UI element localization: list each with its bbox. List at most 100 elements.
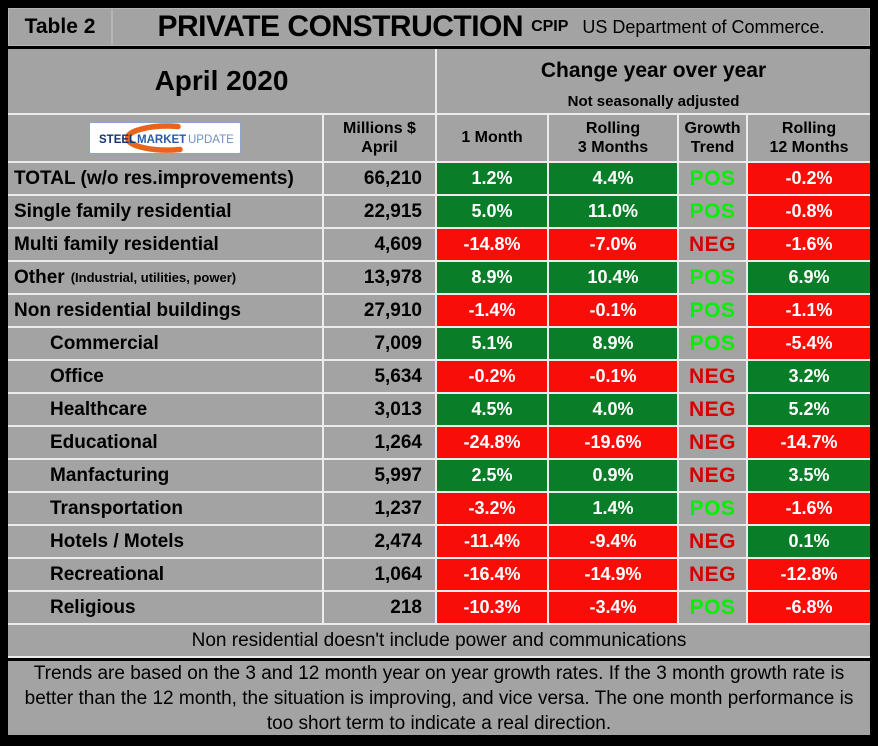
row-label: Other xyxy=(14,266,65,288)
row-label-cell: TOTAL (w/o res.improvements) xyxy=(8,163,322,194)
growth-trend-value: POS xyxy=(679,328,746,359)
row-label-cell: Multi family residential xyxy=(8,229,322,260)
table-row: Recreational 1,064 -16.4% -14.9% NEG -12.8% xyxy=(8,559,870,590)
table-row: Commercial 7,009 5.1% 8.9% POS -5.4% xyxy=(8,328,870,359)
pct-rolling-12: -12.8% xyxy=(748,559,870,590)
pct-rolling-3: -0.1% xyxy=(549,361,677,392)
growth-trend-value: POS xyxy=(679,295,746,326)
pct-rolling-12: 0.1% xyxy=(748,526,870,557)
col-rolling3-line1: Rolling xyxy=(585,119,641,137)
row-label: Transportation xyxy=(50,497,184,519)
row-label-cell: Office xyxy=(8,361,322,392)
logo-cell: STEEL MARKET UPDATE xyxy=(8,115,322,161)
pct-rolling-3: 4.0% xyxy=(549,394,677,425)
row-label-cell: Recreational xyxy=(8,559,322,590)
pct-rolling-3: -3.4% xyxy=(549,592,677,623)
growth-trend-value: NEG xyxy=(679,361,746,392)
col-header-growth-trend: Growth Trend xyxy=(679,115,746,161)
table-row: Non residential buildings 27,910 -1.4% -0.1… xyxy=(8,295,870,326)
growth-trend-value: NEG xyxy=(679,460,746,491)
pct-1-month: 1.2% xyxy=(437,163,547,194)
logo-swoosh-icon xyxy=(124,123,183,153)
row-label-cell: Religious xyxy=(8,592,322,623)
pct-rolling-12: 3.5% xyxy=(748,460,870,491)
table-row: TOTAL (w/o res.improvements) 66,210 1.2% 4.… xyxy=(8,163,870,194)
pct-rolling-12: -6.8% xyxy=(748,592,870,623)
smu-logo: STEEL MARKET UPDATE xyxy=(89,122,241,154)
logo-market-text: MARKET xyxy=(137,134,186,146)
col-growth-line2: Trend xyxy=(690,139,735,156)
table-row: Hotels / Motels 2,474 -11.4% -9.4% NEG 0.1% xyxy=(8,526,870,557)
report-title-cell: PRIVATE CONSTRUCTION CPIP US Department … xyxy=(113,9,869,45)
col-rolling3-line2: 3 Months xyxy=(577,139,649,156)
pct-1-month: 8.9% xyxy=(437,262,547,293)
footnote-row: Non residential doesn't include power an… xyxy=(8,625,870,656)
millions-value: 27,910 xyxy=(324,295,435,326)
col-millions-line2: April xyxy=(361,139,398,156)
pct-rolling-12: 6.9% xyxy=(748,262,870,293)
table-row: Healthcare 3,013 4.5% 4.0% NEG 5.2% xyxy=(8,394,870,425)
millions-value: 1,264 xyxy=(324,427,435,458)
pct-rolling-12: -0.2% xyxy=(748,163,870,194)
millions-value: 1,064 xyxy=(324,559,435,590)
pct-rolling-3: 11.0% xyxy=(549,196,677,227)
growth-trend-value: NEG xyxy=(679,394,746,425)
row-label: Commercial xyxy=(50,332,159,354)
table-row: Single family residential 22,915 5.0% 11.0%… xyxy=(8,196,870,227)
pct-1-month: 5.0% xyxy=(437,196,547,227)
pct-rolling-3: -9.4% xyxy=(549,526,677,557)
row-label: Recreational xyxy=(50,563,165,585)
row-label-note: (Industrial, utilities, power) xyxy=(70,270,237,285)
change-yoy-cell: Change year over year Not seasonally adj… xyxy=(437,49,870,113)
col-header-1-month: 1 Month xyxy=(437,115,547,161)
pct-1-month: -1.4% xyxy=(437,295,547,326)
col-header-rolling-12: Rolling 12 Months xyxy=(748,115,870,161)
pct-1-month: -10.3% xyxy=(437,592,547,623)
millions-value: 4,609 xyxy=(324,229,435,260)
row-label: Multi family residential xyxy=(14,233,219,255)
row-label-cell: Non residential buildings xyxy=(8,295,322,326)
row-label: Non residential buildings xyxy=(14,299,241,321)
logo-steel-text: STEEL xyxy=(99,134,136,146)
cpip-label: CPIP xyxy=(531,18,569,35)
pct-1-month: -24.8% xyxy=(437,427,547,458)
smu-logo-graphic: STEEL MARKET UPDATE xyxy=(99,123,234,153)
change-yoy-title: Change year over year xyxy=(540,59,767,82)
table-row: Other (Industrial, utilities, power) 13,97… xyxy=(8,262,870,293)
row-label-cell: Hotels / Motels xyxy=(8,526,322,557)
pct-1-month: -0.2% xyxy=(437,361,547,392)
row-label: Healthcare xyxy=(50,398,148,420)
pct-1-month: -14.8% xyxy=(437,229,547,260)
row-label: Religious xyxy=(50,596,136,618)
pct-rolling-3: -0.1% xyxy=(549,295,677,326)
col-millions-line1: Millions $ xyxy=(343,119,416,137)
col-header-millions: Millions $ April xyxy=(324,115,435,161)
pct-rolling-3: 8.9% xyxy=(549,328,677,359)
column-header-row: STEEL MARKET UPDATE Millions $ April 1 M… xyxy=(8,115,870,161)
pct-rolling-3: -14.9% xyxy=(549,559,677,590)
row-label-cell: Healthcare xyxy=(8,394,322,425)
row-label: Hotels / Motels xyxy=(50,530,185,552)
pct-1-month: 4.5% xyxy=(437,394,547,425)
growth-trend-value: NEG xyxy=(679,559,746,590)
row-label-cell: Single family residential xyxy=(8,196,322,227)
row-label: Single family residential xyxy=(14,200,232,222)
period-title: April 2020 xyxy=(8,49,435,113)
table-row: Manfacturing 5,997 2.5% 0.9% NEG 3.5% xyxy=(8,460,870,491)
row-label: Office xyxy=(50,365,104,387)
pct-rolling-12: -1.6% xyxy=(748,229,870,260)
row-label: TOTAL (w/o res.improvements) xyxy=(14,167,294,189)
table: April 2020 Change year over year Not sea… xyxy=(8,49,870,658)
pct-rolling-3: 4.4% xyxy=(549,163,677,194)
growth-trend-value: POS xyxy=(679,196,746,227)
table-row: Educational 1,264 -24.8% -19.6% NEG -14.7% xyxy=(8,427,870,458)
growth-trend-value: POS xyxy=(679,493,746,524)
pct-rolling-3: 0.9% xyxy=(549,460,677,491)
pct-rolling-3: 10.4% xyxy=(549,262,677,293)
pct-rolling-3: -7.0% xyxy=(549,229,677,260)
millions-value: 66,210 xyxy=(324,163,435,194)
pct-rolling-12: 3.2% xyxy=(748,361,870,392)
table-row: Religious 218 -10.3% -3.4% POS -6.8% xyxy=(8,592,870,623)
growth-trend-value: NEG xyxy=(679,526,746,557)
